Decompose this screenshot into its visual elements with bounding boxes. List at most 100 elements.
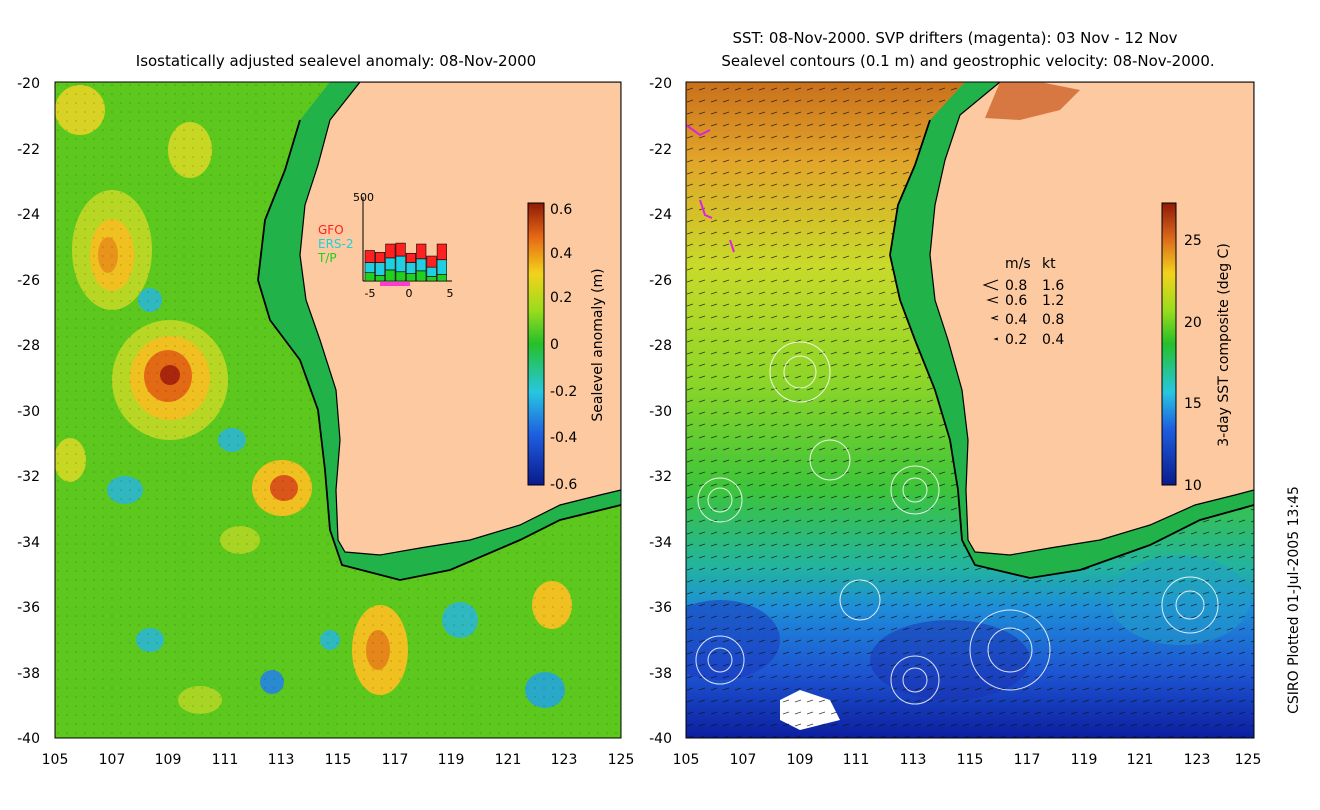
svg-text:m/s: m/s xyxy=(1005,256,1031,272)
inset-bar-tp xyxy=(374,275,386,282)
svg-text:1.2: 1.2 xyxy=(1042,293,1064,309)
svg-text:109: 109 xyxy=(155,752,182,768)
left-title: Isostatically adjusted sealevel anomaly:… xyxy=(136,52,536,70)
inset-bar-tp xyxy=(405,273,417,282)
velocity-arrow-icon xyxy=(990,315,999,321)
svg-text:0.2: 0.2 xyxy=(1005,332,1027,348)
svg-text:-20: -20 xyxy=(17,76,40,92)
inset-bar-gfo xyxy=(436,243,447,261)
right-map-frame xyxy=(685,81,1255,739)
inset-bar-gfo xyxy=(364,250,375,263)
svg-text:-22: -22 xyxy=(17,142,40,158)
svg-text:105: 105 xyxy=(673,752,700,768)
inset-bars xyxy=(364,242,447,282)
inset-bar-ers xyxy=(364,262,375,273)
svg-text:1.6: 1.6 xyxy=(1042,278,1064,294)
inset-bar-tp xyxy=(395,271,406,282)
svg-text:111: 111 xyxy=(843,752,870,768)
svg-text:-34: -34 xyxy=(649,535,672,551)
svg-text:kt: kt xyxy=(1042,256,1056,272)
svg-text:-38: -38 xyxy=(17,666,40,682)
svg-text:107: 107 xyxy=(730,752,757,768)
sst-colorbar-label: 3-day SST composite (deg C) xyxy=(1216,243,1232,447)
svg-text:0.6: 0.6 xyxy=(550,202,572,218)
sla-colorbar-label: Sealevel anomaly (m) xyxy=(590,268,606,421)
sst-colorbar: 25 20 15 10 3-day SST composite (deg C) xyxy=(1161,202,1232,494)
sst-sealevel-contours xyxy=(695,341,1219,705)
svg-text:0.4: 0.4 xyxy=(1005,312,1027,328)
inset-window-marker xyxy=(380,282,410,286)
inset-xtick: 5 xyxy=(447,287,454,300)
inset-bar-gfo xyxy=(385,243,396,259)
svg-text:123: 123 xyxy=(551,752,578,768)
velocity-arrow-icon xyxy=(993,337,999,341)
svg-text:0.2: 0.2 xyxy=(550,290,572,306)
plot-credit: CSIRO Plotted 01-Jul-2005 13:45 xyxy=(1286,486,1302,714)
svg-text:119: 119 xyxy=(438,752,465,768)
sla-colorbar: 0.6 0.4 0.2 0 -0.2 -0.4 -0.6 Sealevel an… xyxy=(527,202,606,493)
inset-bar-ers xyxy=(374,262,386,276)
svg-text:109: 109 xyxy=(787,752,814,768)
svg-text:115: 115 xyxy=(957,752,984,768)
svg-text:123: 123 xyxy=(1184,752,1211,768)
svg-text:119: 119 xyxy=(1071,752,1098,768)
svg-text:-24: -24 xyxy=(17,207,40,223)
left-y-axis: -20 -22 -24 -26 -28 -30 -32 -34 -36 -38 … xyxy=(17,76,40,747)
right-title-line2: Sealevel contours (0.1 m) and geostrophi… xyxy=(721,52,1214,70)
svg-text:-26: -26 xyxy=(649,273,672,289)
svg-text:113: 113 xyxy=(900,752,927,768)
inset-bar-gfo xyxy=(374,252,386,263)
inset-bar-gfo xyxy=(405,252,417,263)
inset-bar-ers xyxy=(436,259,447,275)
sst-isobath xyxy=(889,119,1254,579)
velocity-arrow-icon xyxy=(982,279,999,291)
svg-text:-36: -36 xyxy=(17,600,40,616)
inset-bar-gfo xyxy=(426,255,437,268)
inset-bar-tp xyxy=(426,276,437,282)
inset-bar-tp xyxy=(364,272,375,282)
svg-text:111: 111 xyxy=(212,752,239,768)
svg-text:125: 125 xyxy=(1235,752,1262,768)
inset-bar-ers xyxy=(416,258,427,272)
svg-text:-38: -38 xyxy=(649,666,672,682)
svg-text:-20: -20 xyxy=(649,76,672,92)
svg-text:-40: -40 xyxy=(17,731,40,747)
svg-text:-32: -32 xyxy=(17,469,40,485)
inset-xtick: -5 xyxy=(365,287,376,300)
inset-bar-tp xyxy=(416,270,427,282)
svg-text:-36: -36 xyxy=(649,600,672,616)
svg-text:-22: -22 xyxy=(649,142,672,158)
inset-xtick: 0 xyxy=(406,287,413,300)
track-count-inset: 500 -5 0 5 GFO ERS-2 T/P xyxy=(317,191,454,300)
inset-bar-gfo xyxy=(416,243,427,260)
svg-text:-0.2: -0.2 xyxy=(550,384,577,400)
svg-text:121: 121 xyxy=(1127,752,1154,768)
svg-text:0.4: 0.4 xyxy=(1042,332,1064,348)
svg-text:20: 20 xyxy=(1184,315,1202,331)
svg-text:-28: -28 xyxy=(649,338,672,354)
inset-bar-tp xyxy=(385,269,396,282)
svg-text:-34: -34 xyxy=(17,535,40,551)
svg-text:-28: -28 xyxy=(17,338,40,354)
svg-text:10: 10 xyxy=(1184,478,1202,494)
svg-text:-32: -32 xyxy=(649,469,672,485)
velocity-arrow-icon xyxy=(986,296,999,304)
svg-text:121: 121 xyxy=(495,752,522,768)
svg-text:125: 125 xyxy=(608,752,635,768)
sst-map xyxy=(686,82,1254,738)
left-x-axis: 105 107 109 111 113 115 117 119 121 123 … xyxy=(42,752,635,768)
svg-text:0.8: 0.8 xyxy=(1042,312,1064,328)
svg-text:107: 107 xyxy=(99,752,126,768)
svg-text:0.6: 0.6 xyxy=(1005,293,1027,309)
svg-text:-24: -24 xyxy=(649,207,672,223)
svg-text:113: 113 xyxy=(268,752,295,768)
inset-bar-tp xyxy=(436,274,447,282)
svg-text:117: 117 xyxy=(1014,752,1041,768)
svg-text:-26: -26 xyxy=(17,273,40,289)
velocity-legend: m/s kt 0.8 1.6 0.6 1.2 0.4 0.8 0.2 0.4 xyxy=(982,256,1064,348)
svg-text:0.4: 0.4 xyxy=(550,246,572,262)
left-map-frame xyxy=(54,81,622,739)
legend-tp: T/P xyxy=(317,251,337,265)
svg-text:105: 105 xyxy=(42,752,69,768)
